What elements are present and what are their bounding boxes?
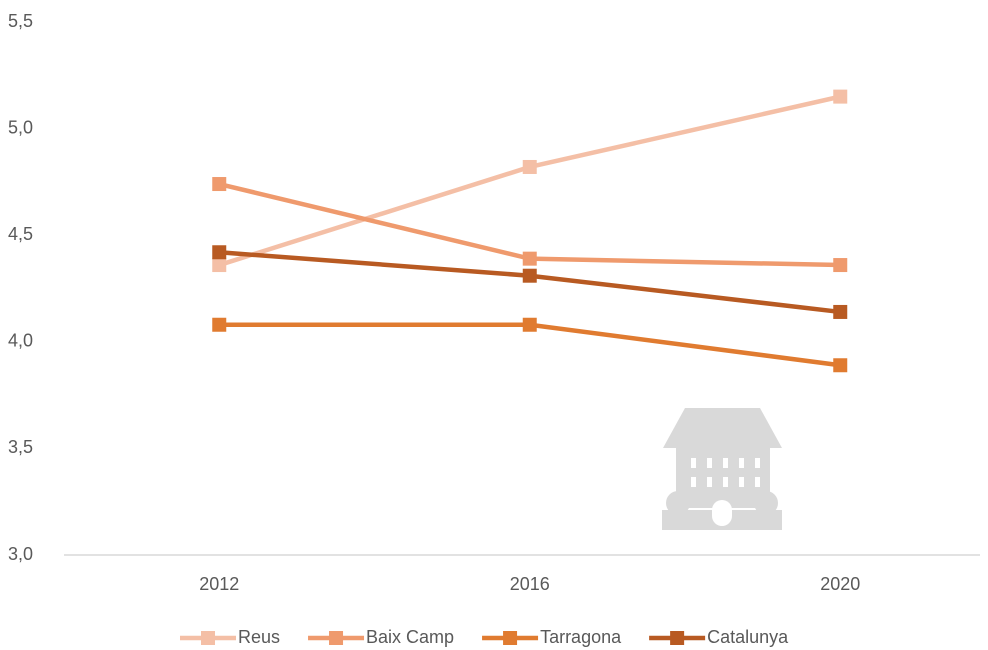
- y-tick-label: 3,0: [8, 544, 33, 564]
- x-tick-label: 2016: [510, 574, 550, 594]
- legend-swatch-marker: [329, 631, 344, 645]
- x-tick-label: 2012: [199, 574, 239, 594]
- point-marker: [833, 304, 848, 319]
- legend-swatch-marker: [503, 631, 518, 645]
- point-marker: [212, 245, 227, 260]
- x-tick-label: 2020: [820, 574, 860, 594]
- y-tick-label: 5,0: [8, 117, 33, 137]
- legend-swatch-marker: [201, 631, 215, 645]
- point-marker: [212, 317, 227, 332]
- point-marker: [522, 251, 537, 266]
- point-marker: [212, 177, 227, 192]
- y-tick-label: 5,5: [8, 11, 33, 31]
- legend-label: Reus: [238, 627, 280, 647]
- point-marker: [833, 258, 848, 273]
- legend-label: Tarragona: [540, 627, 622, 647]
- point-marker: [522, 317, 537, 332]
- y-tick-label: 4,0: [8, 331, 33, 351]
- series-line: [218, 94, 841, 268]
- point-marker: [833, 89, 848, 104]
- point-marker: [833, 358, 848, 373]
- point-marker: [522, 159, 537, 174]
- building-icon: [662, 408, 782, 530]
- y-tick-label: 3,5: [8, 437, 33, 457]
- point-marker: [522, 268, 537, 283]
- legend-swatch-marker: [670, 631, 685, 645]
- point-marker: [212, 258, 227, 273]
- y-tick-label: 4,5: [8, 224, 33, 244]
- legend-label: Baix Camp: [366, 627, 454, 647]
- legend-label: Catalunya: [707, 627, 789, 647]
